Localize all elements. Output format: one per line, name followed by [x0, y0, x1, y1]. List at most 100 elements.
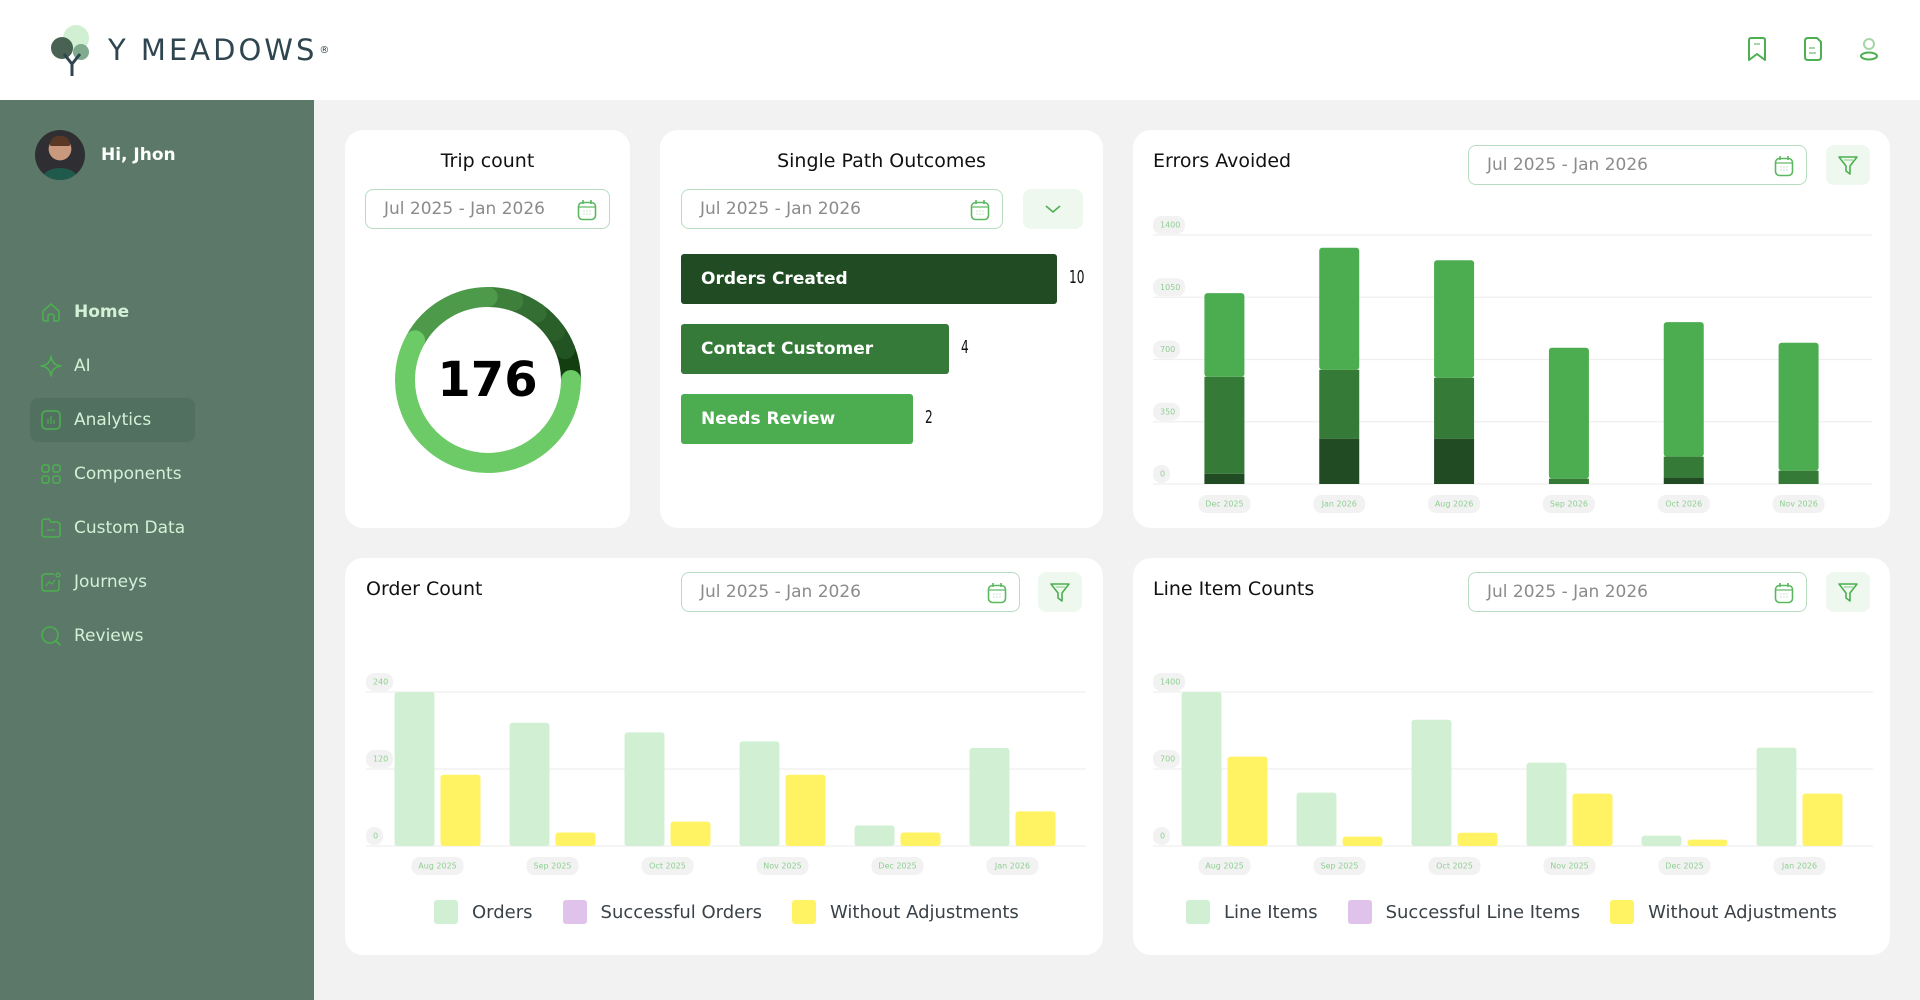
bar-segment[interactable]	[1778, 470, 1819, 484]
document-icon[interactable]	[1802, 36, 1824, 62]
calendar-icon[interactable]	[970, 199, 990, 221]
bar[interactable]	[1572, 793, 1613, 846]
calendar-icon[interactable]	[1774, 155, 1794, 177]
bar-segment[interactable]	[1434, 260, 1475, 378]
bar[interactable]	[1687, 839, 1728, 846]
bar-segment[interactable]	[1778, 342, 1819, 471]
bar[interactable]	[624, 732, 665, 846]
svg-text:Aug 2025: Aug 2025	[1205, 862, 1244, 871]
bar[interactable]	[1227, 756, 1268, 846]
card-title: Line Item Counts	[1153, 578, 1315, 600]
bar-segment[interactable]	[1319, 247, 1360, 370]
svg-text:Jan 2026: Jan 2026	[1781, 862, 1817, 871]
x-tick-label: Jan 2026	[986, 857, 1039, 875]
bookmark-icon[interactable]	[1746, 36, 1768, 62]
bar[interactable]	[1526, 762, 1567, 846]
legend-item-line-items[interactable]: Line Items	[1186, 900, 1318, 924]
bar-segment[interactable]	[1548, 478, 1589, 484]
date-range-value: Jul 2025 - Jan 2026	[1487, 582, 1648, 602]
user-profile[interactable]: Hi, Jhon	[35, 130, 176, 180]
x-tick-label: Nov 2025	[756, 857, 809, 875]
bar-segment[interactable]	[1548, 347, 1589, 479]
svg-text:350: 350	[1160, 407, 1175, 416]
bar-segment[interactable]	[1319, 369, 1360, 439]
bar[interactable]	[394, 692, 435, 846]
date-range-field[interactable]: Jul 2025 - Jan 2026	[1468, 145, 1807, 185]
brand-logo[interactable]: Y MEADOWS ®	[48, 24, 329, 76]
bar[interactable]	[555, 832, 596, 846]
date-range-field[interactable]: Jul 2025 - Jan 2026	[681, 572, 1020, 612]
trip-count-donut	[395, 287, 581, 473]
avatar[interactable]	[35, 130, 85, 180]
bar-segment[interactable]	[1319, 438, 1360, 484]
date-range-field[interactable]: Jul 2025 - Jan 2026	[1468, 572, 1807, 612]
legend-swatch	[1610, 900, 1635, 924]
bar-segment[interactable]	[1204, 293, 1245, 377]
bar-segment[interactable]	[1663, 322, 1704, 457]
bar-segment[interactable]	[1434, 438, 1475, 484]
sidebar-item-ai[interactable]: AI	[30, 344, 195, 388]
bar[interactable]	[1641, 835, 1682, 846]
filter-button[interactable]	[1826, 572, 1870, 612]
svg-text:240: 240	[373, 678, 388, 687]
legend-item-without-adjustments[interactable]: Without Adjustments	[792, 900, 1019, 924]
bar[interactable]	[1756, 747, 1797, 846]
y-tick-label: 1400	[1153, 216, 1185, 234]
expand-dropdown-button[interactable]	[1023, 189, 1083, 229]
sidebar-item-reviews[interactable]: Reviews	[30, 614, 195, 658]
calendar-icon[interactable]	[577, 199, 597, 221]
bar[interactable]	[1015, 811, 1056, 846]
legend-item-successful-line-items[interactable]: Successful Line Items	[1347, 900, 1580, 924]
line-item-counts-chart: 0 700 1400 Aug 2025 Sep 2025 Oct 2025 Nov 2025…	[1153, 673, 1873, 875]
bar[interactable]	[670, 821, 711, 846]
outcome-label: Orders Created	[701, 269, 848, 289]
home-icon	[42, 303, 60, 322]
date-range-field[interactable]: Jul 2025 - Jan 2026	[365, 189, 610, 229]
filter-button[interactable]	[1826, 145, 1870, 185]
bar[interactable]	[509, 722, 550, 846]
bar[interactable]	[1342, 836, 1383, 846]
calendar-icon[interactable]	[987, 582, 1007, 604]
bar[interactable]	[1411, 719, 1452, 846]
errors-avoided-card: Errors Avoided Jul 2025 - Jan 2026 0 350 7…	[1133, 130, 1890, 528]
y-tick-label: 1050	[1153, 278, 1185, 297]
bar[interactable]	[440, 774, 481, 846]
donut-segment	[395, 287, 581, 473]
bar[interactable]	[854, 825, 895, 846]
svg-text:0: 0	[373, 832, 378, 841]
bar-segment[interactable]	[1204, 376, 1245, 474]
filter-button[interactable]	[1038, 572, 1082, 612]
errors-avoided-chart: 0 350 700 1050 1400 Dec 2025 Jan 2026 Aug 2026 S…	[1153, 216, 1872, 513]
bar-segment[interactable]	[1434, 377, 1475, 439]
bar-segment[interactable]	[1663, 477, 1704, 484]
legend-item-successful-orders[interactable]: Successful Orders	[562, 900, 762, 924]
legend-label: Without Adjustments	[1648, 901, 1837, 923]
bar[interactable]	[1802, 793, 1843, 846]
bar[interactable]	[785, 774, 826, 846]
sidebar-item-analytics[interactable]: Analytics	[30, 398, 195, 442]
sidebar-item-label: Journeys	[74, 572, 148, 592]
bar-segment[interactable]	[1663, 456, 1704, 478]
bar-segment[interactable]	[1204, 473, 1245, 484]
sidebar-item-home[interactable]: Home	[30, 290, 195, 334]
outcome-bar[interactable]: Orders Created	[681, 254, 1057, 304]
bar[interactable]	[1181, 692, 1222, 846]
sidebar-item-journeys[interactable]: Journeys	[30, 560, 195, 604]
sidebar-item-components[interactable]: Components	[30, 452, 195, 496]
bar[interactable]	[1296, 792, 1337, 846]
outcome-bar[interactable]: Needs Review	[681, 394, 913, 444]
sidebar-item-custom-data[interactable]: Custom Data	[30, 506, 195, 550]
calendar-icon[interactable]	[1774, 582, 1794, 604]
date-range-field[interactable]: Jul 2025 - Jan 2026	[681, 189, 1003, 229]
sidebar-item-label: AI	[74, 356, 91, 376]
user-icon[interactable]	[1858, 36, 1880, 62]
bar[interactable]	[739, 741, 780, 846]
bar[interactable]	[900, 832, 941, 846]
legend-item-orders[interactable]: Orders	[434, 900, 533, 924]
bar[interactable]	[1457, 832, 1498, 846]
bar[interactable]	[969, 747, 1010, 846]
user-greeting: Hi, Jhon	[101, 145, 176, 165]
outcome-bar[interactable]: Contact Customer	[681, 324, 949, 374]
legend-item-without-adjustments[interactable]: Without Adjustments	[1610, 900, 1837, 924]
components-icon	[41, 464, 61, 484]
